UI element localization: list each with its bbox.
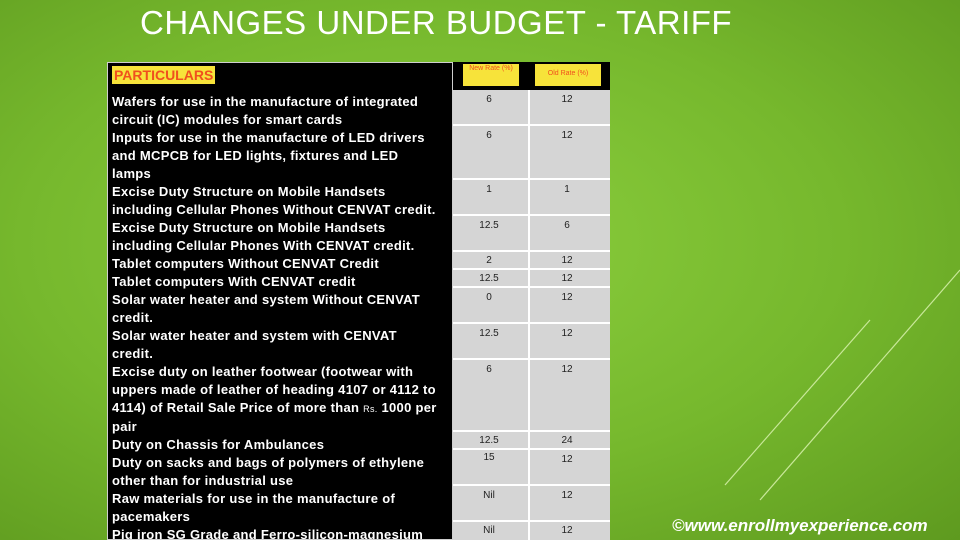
- new-rate-cell: Nil: [483, 525, 495, 536]
- currency-label: Rs.: [363, 404, 378, 414]
- old-rate-cell: 12: [561, 130, 573, 141]
- particulars-header: PARTICULARS: [108, 63, 452, 91]
- table-row: 1 1: [453, 180, 610, 216]
- particular-line: Pig iron SG Grade and Ferro-silicon-magn…: [112, 527, 424, 540]
- table-row: 15 12: [453, 450, 610, 486]
- old-rate-cell: 1: [564, 184, 570, 195]
- particular-line: uppers made of leather of heading 4107 o…: [112, 382, 436, 397]
- new-rate-cell: 6: [486, 364, 492, 375]
- table-row: 6 12: [453, 360, 610, 432]
- new-rate-cell: 12.5: [479, 273, 499, 284]
- old-rate-cell: 12: [561, 94, 573, 105]
- particular-line: Tablet computers Without CENVAT Credit: [112, 256, 379, 271]
- particular-line: circuit (IC) modules for smart cards: [112, 112, 343, 127]
- new-rate-cell: 15: [483, 452, 495, 463]
- particular-line: 4114) of Retail Sale Price of more than …: [112, 399, 448, 418]
- particulars-column: PARTICULARS Wafers for use in the manufa…: [107, 62, 453, 540]
- particular-line: Wafers for use in the manufacture of int…: [112, 94, 419, 109]
- old-rate-heading: Old Rate (%): [535, 64, 601, 86]
- copyright-watermark: ©www.enrollmyexperience.com: [672, 516, 928, 535]
- old-rate-cell: 12: [561, 525, 573, 536]
- table-row: 6 12: [453, 126, 610, 180]
- old-rate-cell: 12: [561, 255, 573, 266]
- table-row: 0 12: [453, 288, 610, 324]
- table-row: Nil 12: [453, 522, 610, 540]
- table-row: 12.5 12: [453, 324, 610, 360]
- table-row: 6 12: [453, 90, 610, 126]
- particulars-body: Wafers for use in the manufacture of int…: [108, 91, 452, 540]
- particular-line: pair: [112, 419, 138, 434]
- old-rate-cell: 12: [561, 292, 573, 303]
- old-rate-cell: 6: [564, 220, 570, 231]
- particular-line: Excise Duty Structure on Mobile Handsets: [112, 220, 386, 235]
- table-row: 2 12: [453, 252, 610, 270]
- particulars-heading: PARTICULARS: [112, 66, 216, 84]
- new-rate-cell: 1: [486, 184, 492, 195]
- new-rate-cell: 12.5: [479, 220, 499, 231]
- particular-line: including Cellular Phones With CENVAT cr…: [112, 238, 415, 253]
- particular-text: 4114) of Retail Sale Price of more than: [112, 400, 364, 415]
- table-row: 12.5 12: [453, 270, 610, 288]
- particular-line: credit.: [112, 346, 154, 361]
- old-rate-cell: 24: [561, 435, 573, 446]
- particular-line: including Cellular Phones Without CENVAT…: [112, 202, 436, 217]
- particular-line: Duty on Chassis for Ambulances: [112, 437, 325, 452]
- table-row: Nil 12: [453, 486, 610, 522]
- rates-table: New Rate (%) Old Rate (%) 6 12 6 12 1 1 …: [453, 62, 610, 540]
- old-rate-cell: 12: [561, 364, 573, 375]
- particular-line: Excise Duty Structure on Mobile Handsets: [112, 184, 386, 199]
- particular-line: lamps: [112, 166, 152, 181]
- column-divider: [528, 90, 530, 540]
- amount-text: 1000 per: [377, 400, 437, 415]
- particular-line: Duty on sacks and bags of polymers of et…: [112, 455, 425, 470]
- new-rate-heading: New Rate (%): [463, 64, 519, 86]
- new-rate-cell: 2: [486, 255, 492, 266]
- new-rate-cell: 12.5: [479, 435, 499, 446]
- particular-line: other than for industrial use: [112, 473, 294, 488]
- particular-line: and MCPCB for LED lights, fixtures and L…: [112, 148, 399, 163]
- old-rate-cell: 12: [561, 490, 573, 501]
- table-row: 12.5 24: [453, 432, 610, 450]
- slide-title: CHANGES UNDER BUDGET - TARIFF: [140, 4, 733, 41]
- rates-header: New Rate (%) Old Rate (%): [453, 62, 610, 90]
- particular-line: Solar water heater and system with CENVA…: [112, 328, 397, 343]
- particular-line: pacemakers: [112, 509, 191, 524]
- particular-line: Solar water heater and system Without CE…: [112, 292, 421, 307]
- particular-line: Inputs for use in the manufacture of LED…: [112, 130, 425, 145]
- particular-line: Raw materials for use in the manufacture…: [112, 491, 396, 506]
- new-rate-cell: 6: [486, 94, 492, 105]
- old-rate-cell: 12: [561, 273, 573, 284]
- new-rate-cell: 6: [486, 130, 492, 141]
- new-rate-cell: 0: [486, 292, 492, 303]
- particular-line: Excise duty on leather footwear (footwea…: [112, 364, 414, 379]
- old-rate-cell: 12: [561, 328, 573, 339]
- table-row: 12.5 6: [453, 216, 610, 252]
- old-rate-cell: 12: [561, 454, 573, 465]
- particulars-text: Wafers for use in the manufacture of int…: [112, 93, 448, 540]
- new-rate-cell: 12.5: [479, 328, 499, 339]
- particular-line: credit.: [112, 310, 154, 325]
- particular-line: Tablet computers With CENVAT credit: [112, 274, 356, 289]
- new-rate-cell: Nil: [483, 490, 495, 501]
